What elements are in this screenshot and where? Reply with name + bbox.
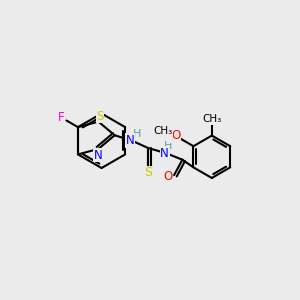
Text: H: H [133, 129, 141, 139]
Text: S: S [144, 166, 152, 179]
Text: O: O [171, 129, 180, 142]
Text: CH₃: CH₃ [202, 114, 221, 124]
Text: H: H [164, 141, 172, 151]
Text: F: F [58, 111, 64, 124]
Text: CH₃: CH₃ [153, 126, 172, 136]
Text: N: N [160, 147, 169, 160]
Text: N: N [126, 134, 135, 147]
Text: O: O [164, 170, 173, 183]
Text: N: N [94, 149, 102, 162]
Text: S: S [96, 110, 103, 123]
